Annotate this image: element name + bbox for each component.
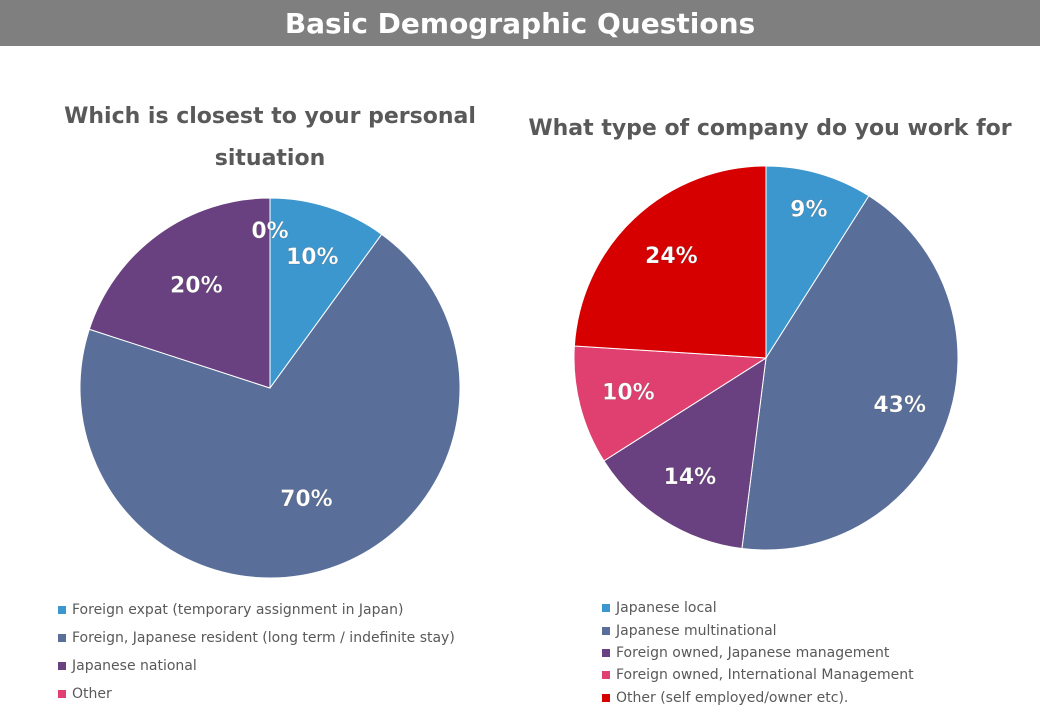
legend-swatch bbox=[58, 606, 66, 614]
legend-swatch bbox=[602, 693, 610, 702]
legend-item-foreign-owned-japanese-management: Foreign owned, Japanese management bbox=[602, 642, 914, 664]
pie-slice-japanese-local bbox=[765, 165, 870, 360]
legend-personal-situation: Foreign expat (temporary assignment in J… bbox=[58, 596, 455, 708]
pie-slice-foreign-owned-japanese-management bbox=[603, 357, 767, 550]
data-label-foreign-japanese-resident-long-term-indefinite-stay: 70% bbox=[280, 487, 333, 512]
legend-item-japanese-multinational: Japanese multinational bbox=[602, 619, 914, 641]
legend-item-foreign-expat-temporary-assignment-in-japan: Foreign expat (temporary assignment in J… bbox=[58, 596, 455, 624]
legend-swatch bbox=[602, 648, 610, 657]
page-banner: Basic Demographic Questions bbox=[0, 0, 1040, 46]
pie-chart-personal-situation: 10% 70% 20% 0% bbox=[79, 197, 461, 579]
data-label-other: 0% bbox=[251, 219, 288, 244]
legend-label: Foreign, Japanese resident (long term / … bbox=[72, 630, 455, 646]
chart-title-company-type: What type of company do you work for bbox=[520, 108, 1020, 150]
chart-title-personal-situation: Which is closest to your personal situat… bbox=[50, 96, 490, 180]
legend-swatch bbox=[602, 604, 610, 613]
legend-item-other: Other bbox=[58, 680, 455, 708]
pie-slice-japanese-multinational bbox=[741, 195, 959, 551]
legend-label: Foreign owned, Japanese management bbox=[616, 644, 890, 661]
pie-slice-japanese-national bbox=[88, 197, 271, 389]
data-label-japanese-local: 9% bbox=[790, 197, 827, 222]
legend-label: Japanese national bbox=[72, 658, 197, 674]
chart-title-line: Which is closest to your personal bbox=[64, 104, 476, 129]
legend-item-foreign-owned-international-management: Foreign owned, International Management bbox=[602, 664, 914, 686]
legend-swatch bbox=[602, 671, 610, 680]
chart-title-line: situation bbox=[214, 146, 326, 171]
legend-item-japanese-national: Japanese national bbox=[58, 652, 455, 680]
legend-swatch bbox=[58, 690, 66, 698]
legend-swatch bbox=[602, 626, 610, 635]
legend-label: Foreign expat (temporary assignment in J… bbox=[72, 602, 404, 618]
pie-chart-company-type: 9% 43% 14% 10% 24% bbox=[573, 165, 959, 551]
legend-item-japanese-local: Japanese local bbox=[602, 597, 914, 619]
pie-slice-foreign-expat-temporary-assignment-in-japan bbox=[269, 197, 383, 390]
pie-slice-foreign-owned-international-management bbox=[573, 345, 768, 462]
legend-item-foreign-japanese-resident-long-term-indefinite-stay: Foreign, Japanese resident (long term / … bbox=[58, 624, 455, 652]
legend-company-type: Japanese local Japanese multinational Fore… bbox=[602, 597, 914, 709]
pie-slice-other-self-employed-owner-etc bbox=[573, 165, 767, 359]
legend-item-other-self-employed-owner-etc: Other (self employed/owner etc). bbox=[602, 687, 914, 709]
data-label-other-self-employed-owner-etc: 24% bbox=[645, 244, 698, 269]
legend-label: Japanese local bbox=[616, 600, 717, 617]
data-label-japanese-multinational: 43% bbox=[873, 393, 926, 418]
legend-label: Japanese multinational bbox=[616, 622, 777, 639]
legend-swatch bbox=[58, 634, 66, 642]
legend-label: Other bbox=[72, 686, 112, 702]
data-label-foreign-expat-temporary-assignment-in-japan: 10% bbox=[286, 245, 339, 270]
page-title: Basic Demographic Questions bbox=[284, 6, 756, 40]
chart-title-line: What type of company do you work for bbox=[528, 116, 1012, 141]
data-label-foreign-owned-japanese-management: 14% bbox=[664, 465, 717, 490]
data-label-foreign-owned-international-management: 10% bbox=[602, 380, 655, 405]
data-label-japanese-national: 20% bbox=[170, 274, 223, 299]
legend-swatch bbox=[58, 662, 66, 670]
legend-label: Foreign owned, International Management bbox=[616, 667, 914, 684]
pie-slice-foreign-japanese-resident-long-term-indefinite-stay bbox=[79, 233, 461, 579]
legend-label: Other (self employed/owner etc). bbox=[616, 689, 849, 706]
